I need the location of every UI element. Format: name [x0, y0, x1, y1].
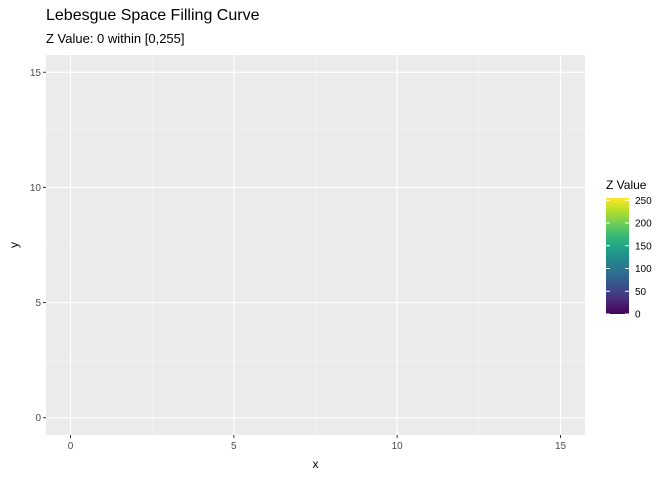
x-tick-label: 15: [555, 441, 567, 452]
chart-subtitle: Z Value: 0 within [0,255]: [46, 31, 185, 46]
legend-tick-label: 200: [635, 219, 652, 230]
x-tick-label: 5: [231, 441, 237, 452]
legend-tick-label: 150: [635, 241, 652, 252]
major-gridlines: [46, 55, 585, 435]
y-axis-label: y: [7, 242, 21, 248]
x-tick-label: 10: [392, 441, 404, 452]
legend-tick-label: 100: [635, 264, 652, 275]
y-axis-ticks: 0 5 10 15: [30, 68, 46, 424]
legend-tick-label: 0: [635, 310, 641, 321]
y-tick-label: 0: [35, 413, 41, 424]
x-axis-label: x: [313, 457, 319, 471]
chart-title: Lebesgue Space Filling Curve: [46, 7, 260, 24]
legend-title: Z Value: [606, 178, 647, 192]
y-tick-label: 5: [35, 298, 41, 309]
legend-tick-label: 250: [635, 196, 652, 207]
legend-colorbar: [606, 198, 629, 314]
y-tick-label: 15: [30, 68, 42, 79]
legend-ticks: 0 50 100 150 200 250: [606, 196, 652, 321]
legend: Z Value 0 50 100 150 200 250: [606, 178, 652, 321]
legend-tick-label: 50: [635, 287, 647, 298]
minor-gridlines: [46, 55, 585, 435]
x-axis-ticks: 0 5 10 15: [68, 435, 567, 452]
y-tick-label: 10: [30, 183, 42, 194]
x-tick-label: 0: [68, 441, 74, 452]
